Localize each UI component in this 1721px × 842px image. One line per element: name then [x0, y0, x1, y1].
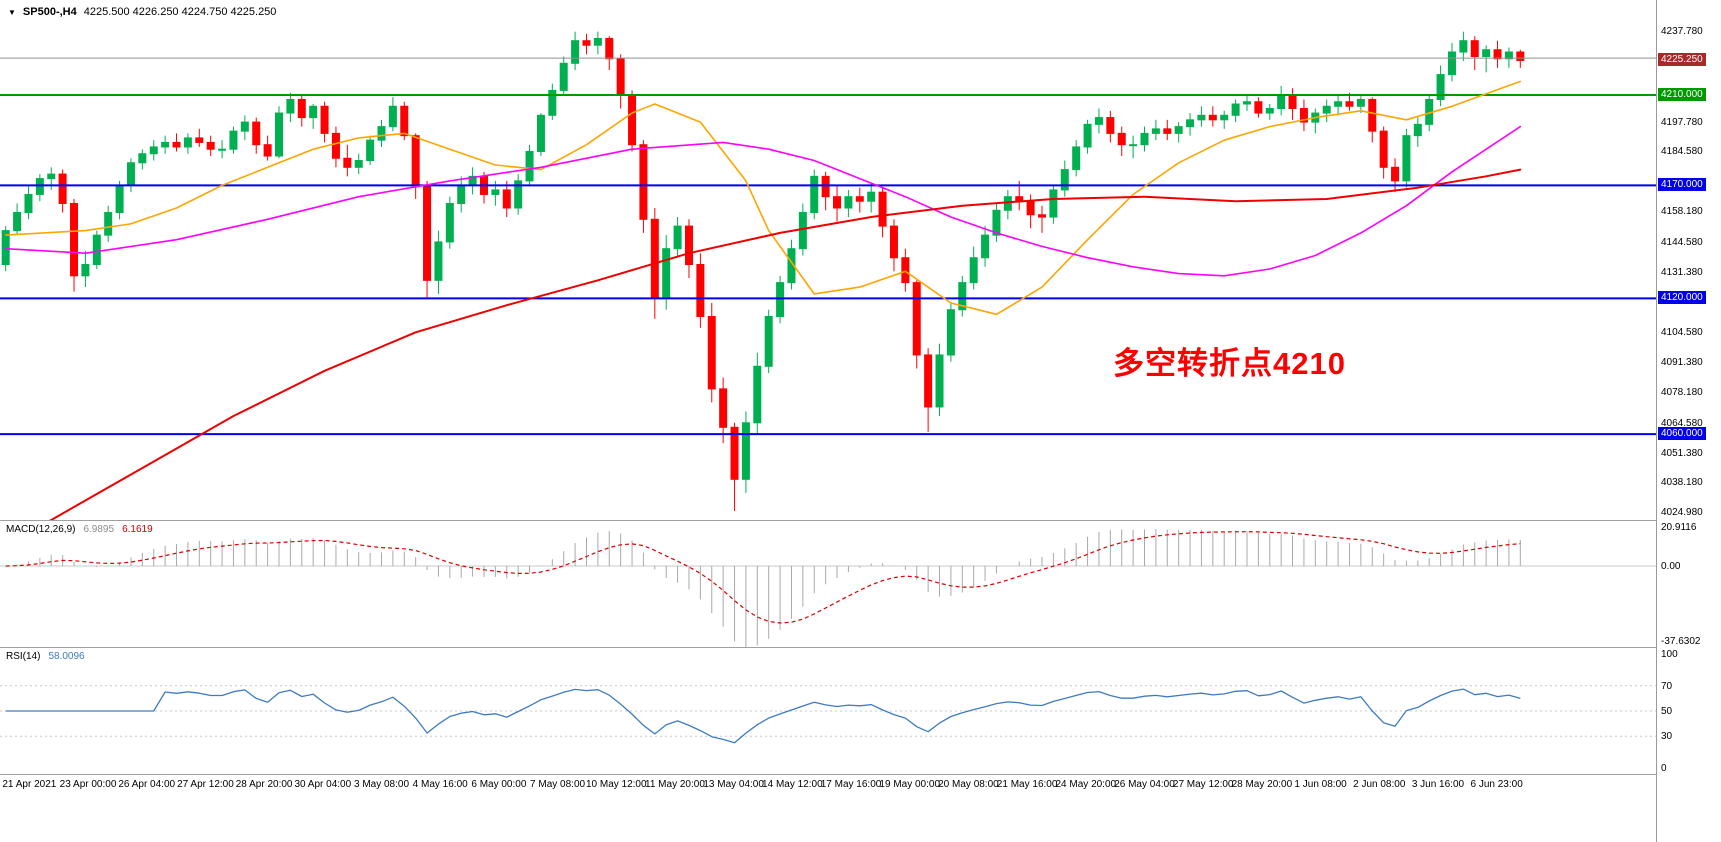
panel-separator[interactable]	[0, 647, 1721, 648]
panel-separator[interactable]	[0, 520, 1721, 521]
price-axis-label: 4184.580	[1661, 146, 1703, 158]
time-axis-label: 3 Jun 16:00	[1411, 779, 1465, 790]
time-axis-label: 1 Jun 08:00	[1294, 779, 1347, 790]
time-axis-label: 10 May 12:00	[585, 779, 647, 790]
time-axis-label: 2 Jun 08:00	[1353, 779, 1406, 790]
rsi-axis-label: 50	[1661, 706, 1673, 717]
time-axis-label: 13 May 04:00	[703, 779, 764, 790]
price-axis-label: 4104.580	[1661, 327, 1703, 339]
time-axis-label: 21 May 16:00	[996, 779, 1058, 790]
rsi-canvas[interactable]	[0, 648, 1656, 774]
time-axis-label: 30 Apr 04:00	[294, 779, 352, 790]
price-axis[interactable]: 4237.780 4225.250 4210.000 4197.780 4184.580…	[1656, 0, 1721, 842]
macd-panel: MACD(12,26,9) 6.9895 6.1619	[0, 521, 1656, 647]
time-axis-label: 26 Apr 04:00	[118, 779, 176, 790]
price-axis-label: 4051.380	[1661, 447, 1703, 459]
rsi-axis-label: 30	[1661, 731, 1673, 743]
macd-indicator-label: MACD(12,26,9) 6.9895 6.1619	[6, 524, 153, 535]
annotation-text: 多空转折点4210	[1113, 346, 1346, 381]
hline-price-tag: 4170.000	[1658, 178, 1706, 192]
price-axis-label: 4024.980	[1661, 507, 1703, 519]
time-axis-label: 27 May 12:00	[1172, 779, 1234, 790]
hline-price-tag: 4210.000	[1658, 87, 1706, 101]
rsi-axis-label: 70	[1661, 680, 1673, 692]
macd-canvas[interactable]	[0, 521, 1656, 647]
macd-name: MACD(12,26,9)	[6, 524, 76, 535]
price-axis-label: 4038.180	[1661, 477, 1703, 489]
time-axis-label: 3 May 08:00	[353, 779, 410, 790]
time-axis-label: 14 May 12:00	[762, 779, 823, 790]
macd-axis-label: 0.00	[1661, 561, 1681, 572]
price-chart-panel: ▼ SP500-,H4 4225.500 4226.250 4224.750 4…	[0, 0, 1656, 520]
price-axis-label: 4237.780	[1661, 26, 1703, 38]
macd-axis-label: 20.9116	[1661, 522, 1697, 533]
price-axis-label: 4064.580	[1661, 417, 1703, 429]
price-axis-label: 4197.780	[1661, 116, 1703, 128]
time-axis[interactable]: 21 Apr 2021 23 Apr 00:00 26 Apr 04:00 27 Ap…	[0, 775, 1656, 799]
rsi-indicator-label: RSI(14) 58.0096	[6, 651, 85, 662]
time-axis-label: 21 Apr 2021	[2, 779, 57, 790]
time-axis-label: 27 Apr 12:00	[177, 779, 234, 790]
time-axis-label: 4 May 16:00	[412, 779, 468, 790]
price-axis-label: 4144.580	[1661, 236, 1703, 248]
price-chart-canvas[interactable]	[0, 0, 1656, 520]
price-axis-label: 4158.180	[1661, 206, 1703, 218]
price-axis-label: 4091.380	[1661, 357, 1703, 369]
time-axis-label: 28 May 20:00	[1231, 779, 1293, 790]
hline-price-tag: 4120.000	[1658, 291, 1706, 305]
time-axis-label: 20 May 08:00	[938, 779, 999, 790]
rsi-name: RSI(14)	[6, 651, 41, 662]
time-axis-label: 28 Apr 20:00	[235, 779, 293, 790]
symbol-timeframe-label: SP500-,H4	[22, 6, 77, 18]
rsi-axis-label: 100	[1661, 649, 1678, 660]
rsi-panel: RSI(14) 58.0096	[0, 648, 1656, 774]
rsi-value: 58.0096	[48, 651, 85, 662]
price-axis-label: 4078.180	[1661, 386, 1703, 398]
time-axis-label: 24 May 20:00	[1055, 779, 1117, 790]
ohlc-values: 4225.500 4226.250 4224.750 4225.250	[83, 6, 277, 18]
price-axis-label: 4131.380	[1661, 266, 1703, 278]
time-axis-label: 7 May 08:00	[530, 779, 586, 790]
chart-header: ▼ SP500-,H4 4225.500 4226.250 4224.750 4…	[8, 6, 276, 18]
current-price-tag: 4225.250	[1658, 53, 1706, 67]
time-axis-label: 6 May 00:00	[471, 779, 527, 790]
symbol-dropdown-icon[interactable]: ▼	[8, 7, 16, 17]
time-axis-label: 6 Jun 23:00	[1470, 779, 1523, 790]
time-axis-label: 17 May 16:00	[820, 779, 882, 790]
rsi-axis-label: 0	[1661, 763, 1667, 774]
time-axis-label: 11 May 20:00	[645, 779, 705, 790]
time-axis-label: 26 May 04:00	[1114, 779, 1175, 790]
time-axis-label: 19 May 00:00	[879, 779, 941, 790]
macd-axis-label: -37.6302	[1661, 636, 1701, 647]
panel-separator[interactable]	[0, 774, 1721, 775]
macd-main-value: 6.9895	[83, 524, 115, 535]
time-axis-label: 23 Apr 00:00	[59, 779, 117, 790]
macd-signal-value: 6.1619	[122, 524, 153, 535]
hline-price-tag: 4060.000	[1658, 427, 1706, 441]
